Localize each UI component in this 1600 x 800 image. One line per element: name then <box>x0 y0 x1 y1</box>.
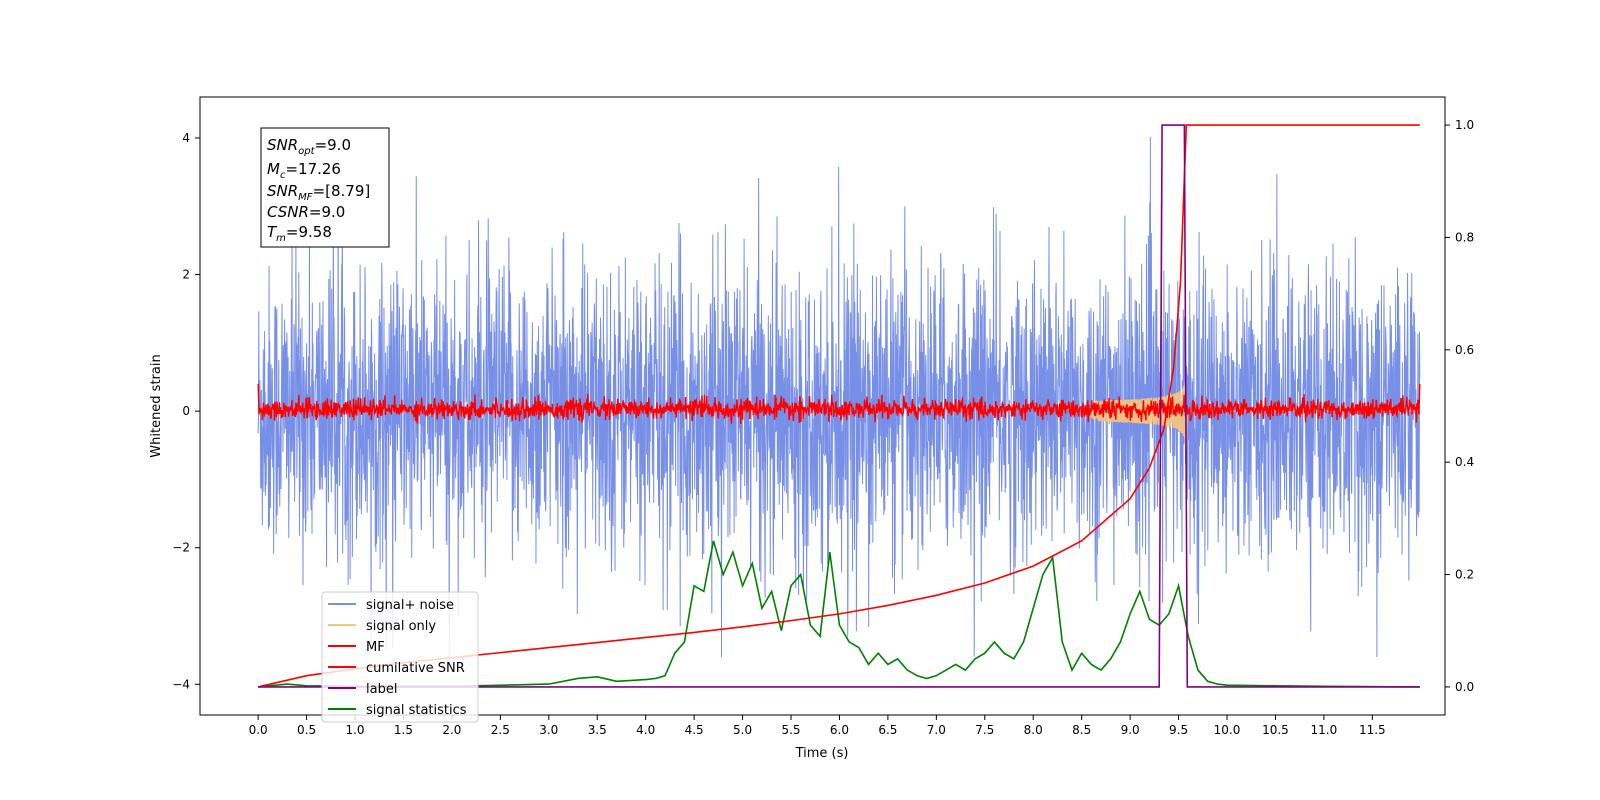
y-left-tick-label: −4 <box>172 677 190 691</box>
x-tick-label: 9.0 <box>1121 723 1140 737</box>
y-right-tick-label: 1.0 <box>1455 118 1474 132</box>
x-tick-label: 6.0 <box>830 723 849 737</box>
x-tick-label: 0.0 <box>249 723 268 737</box>
y-left-tick-label: 0 <box>182 404 190 418</box>
x-tick-label: 4.0 <box>636 723 655 737</box>
y-left-tick-label: 2 <box>182 268 190 282</box>
x-axis-label: Time (s) <box>795 746 849 761</box>
y-right-tick-label: 0.0 <box>1455 680 1474 694</box>
annotation-mc: Mc=17.26 <box>267 160 341 181</box>
y-axis-left: −4 −2 0 2 4 <box>172 131 200 691</box>
x-tick-label: 10.5 <box>1262 723 1289 737</box>
x-tick-label: 7.5 <box>975 723 994 737</box>
y-axis-right: 0.0 0.2 0.4 0.6 0.8 1.0 <box>1445 118 1474 694</box>
y-left-tick-label: 4 <box>182 131 190 145</box>
y-right-tick-label: 0.8 <box>1455 230 1474 244</box>
legend-label-label: label <box>366 682 397 697</box>
x-tick-label: 6.5 <box>878 723 897 737</box>
x-tick-label: 1.0 <box>345 723 364 737</box>
x-tick-label: 10.0 <box>1214 723 1241 737</box>
y-right-tick-label: 0.2 <box>1455 568 1474 582</box>
annotation-snr-opt: SNRopt=9.0 <box>267 136 351 157</box>
legend-label-mf: MF <box>366 640 385 655</box>
legend-label-cumulative-snr: cumilative SNR <box>366 661 465 676</box>
x-tick-label: 8.5 <box>1072 723 1091 737</box>
x-tick-label: 1.5 <box>394 723 413 737</box>
series-signal-statistics <box>258 540 1420 688</box>
plot-frame <box>199 96 1446 716</box>
x-tick-label: 9.5 <box>1169 723 1188 737</box>
legend-label-signal-statistics: signal statistics <box>366 703 467 718</box>
x-axis: 0.0 0.5 1.0 1.5 2.0 2.5 3.0 3.5 4.0 4.5 5.0 5.5 6.0 6… <box>249 715 1386 737</box>
annotation-box: SNRopt=9.0 Mc=17.26 SNRMF=[8.79] CSNR=9.… <box>260 127 390 248</box>
series-label <box>258 124 1420 688</box>
x-tick-label: 7.0 <box>927 723 946 737</box>
legend-box <box>321 591 479 723</box>
x-tick-label: 2.0 <box>442 723 461 737</box>
y-right-tick-label: 0.4 <box>1455 455 1474 469</box>
annotation-csnr: CSNR=9.0 <box>267 203 345 221</box>
y-right-tick-label: 0.6 <box>1455 343 1474 357</box>
series-mf <box>257 383 1421 425</box>
plot-area <box>257 124 1421 688</box>
y-axis-label: Whitened strain <box>149 354 164 457</box>
x-tick-label: 2.5 <box>491 723 510 737</box>
x-tick-label: 8.0 <box>1024 723 1043 737</box>
x-tick-label: 0.5 <box>297 723 316 737</box>
legend-label-signal-noise: signal+ noise <box>366 598 454 613</box>
x-tick-label: 3.5 <box>588 723 607 737</box>
x-tick-label: 5.5 <box>781 723 800 737</box>
x-tick-label: 4.5 <box>685 723 704 737</box>
x-tick-label: 11.0 <box>1311 723 1338 737</box>
x-tick-label: 11.5 <box>1359 723 1386 737</box>
legend: signal+ noise signal only MF cumilative … <box>321 591 479 723</box>
x-tick-label: 3.0 <box>539 723 558 737</box>
y-left-tick-label: −2 <box>172 541 190 555</box>
annotation-snr-mf: SNRMF=[8.79] <box>267 182 370 203</box>
legend-label-signal-only: signal only <box>366 619 436 634</box>
x-tick-label: 5.0 <box>733 723 752 737</box>
annotation-tm: Tm=9.58 <box>267 223 332 244</box>
